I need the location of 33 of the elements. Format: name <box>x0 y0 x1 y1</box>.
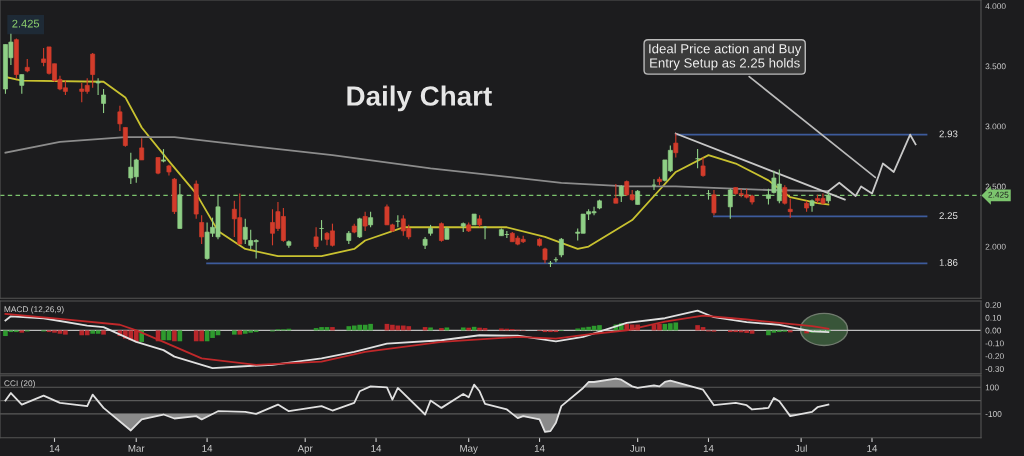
y-tick-label: -0.10 <box>985 340 1004 347</box>
x-tick-label: Jul <box>795 444 807 452</box>
y-tick-label: -0.30 <box>985 366 1004 372</box>
y-tick-label: 2.500 <box>985 183 1006 190</box>
x-tick-label: 14 <box>867 445 878 452</box>
x-tick-label: Apr <box>297 445 313 454</box>
x-tick-label: Mar <box>128 445 145 452</box>
x-tick-label: Jun <box>629 445 645 452</box>
annotation: Ideal Price action and Buy Entry Setup as 2.25 holds <box>649 43 802 71</box>
x-tick-label: May <box>460 445 478 454</box>
y-tick-label: 0.20 <box>985 302 1002 308</box>
y-tick-label: 0.10 <box>985 314 1002 321</box>
chart-title: CCI (20) <box>4 380 35 388</box>
x-tick-label: 14 <box>534 445 545 452</box>
y-tick-label: -0.20 <box>985 353 1004 360</box>
y-tick-label: 3.000 <box>985 123 1006 130</box>
annotation: 2.425 <box>12 19 40 28</box>
text: Daily Chart <box>347 85 492 112</box>
annotation: 1.86 <box>939 259 958 266</box>
y-tick-label: 4.000 <box>985 3 1006 10</box>
y-tick-label: 0.00 <box>985 327 1002 334</box>
x-tick-label: 14 <box>49 445 60 452</box>
ref-line-label: 2.425 <box>988 191 1009 198</box>
annotation: 2.93 <box>939 130 958 138</box>
text: MACD (12,26,9) <box>4 306 64 314</box>
y-tick-label: 100 <box>985 384 999 391</box>
y-tick-label: 2.000 <box>985 243 1006 250</box>
x-tick-label: 14 <box>703 445 714 452</box>
x-tick-label: 14 <box>371 445 382 452</box>
y-tick-label: 3.500 <box>985 63 1006 70</box>
annotation: 2.25 <box>939 212 958 220</box>
y-tick-label: -100 <box>985 411 1002 417</box>
x-tick-label: 14 <box>202 445 213 452</box>
